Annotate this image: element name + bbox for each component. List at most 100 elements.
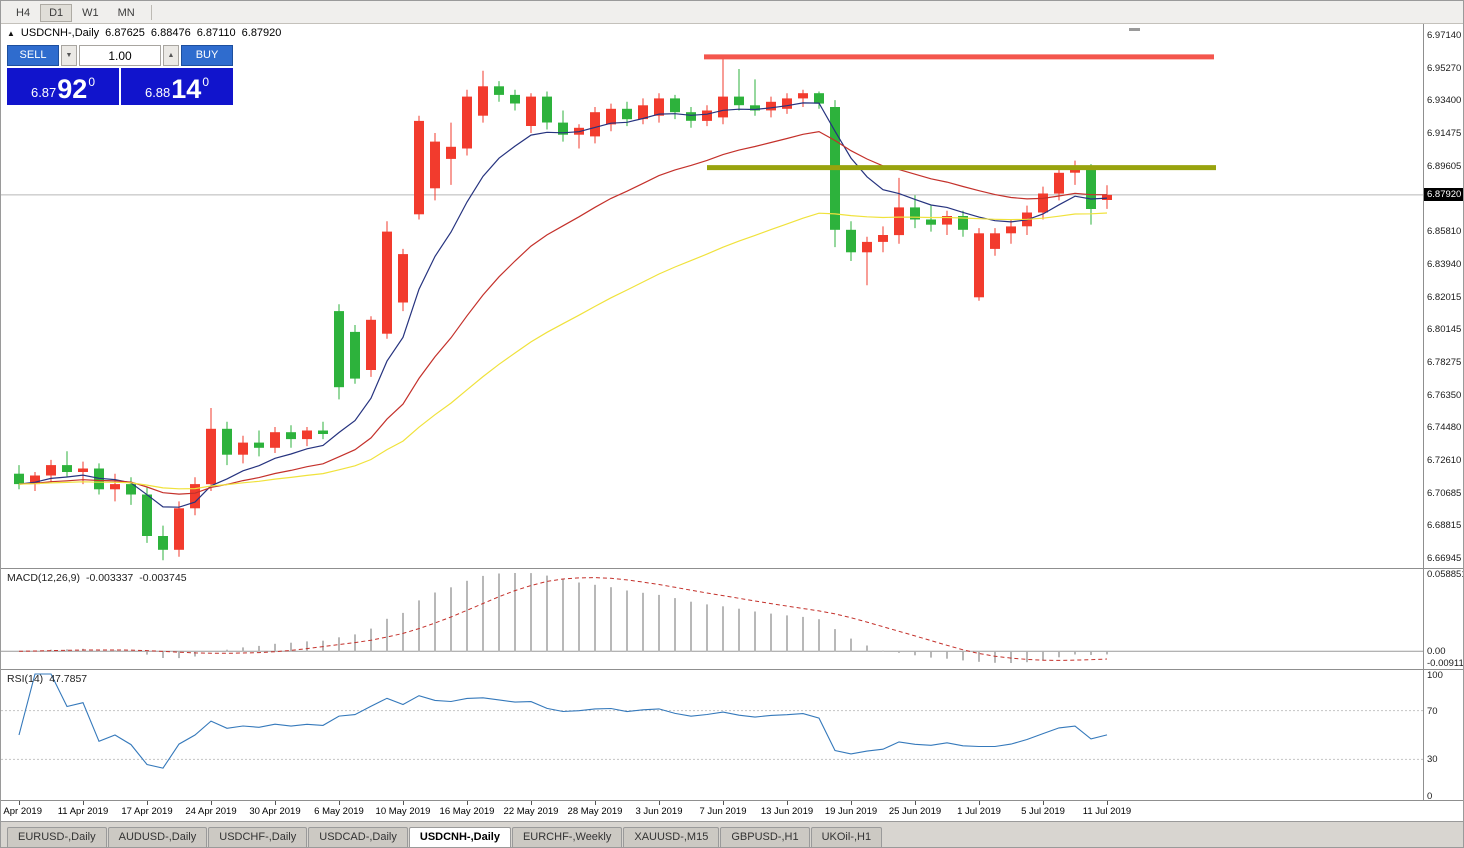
date-tick	[19, 801, 20, 805]
date-axis-label: 11 Apr 2019	[57, 806, 109, 817]
price-axis-label: 6.80145	[1427, 324, 1462, 336]
price-axis-label: 6.70685	[1427, 488, 1462, 500]
rsi-axis-label: 100	[1427, 670, 1443, 681]
date-axis-label: 11 Jul 2019	[1082, 806, 1132, 817]
volume-decrease-button[interactable]: ▼	[61, 45, 77, 66]
macd-axis: 0.058851 0.00-0.009116	[1423, 569, 1463, 669]
date-tick	[723, 801, 724, 805]
date-axis-label: 5 Jul 2019	[1021, 806, 1065, 817]
macd-chart-area[interactable]: MACD(12,26,9) -0.003337 -0.003745	[1, 569, 1423, 669]
date-tick	[83, 801, 84, 805]
chart-symbol-label: USDCNH-,Daily	[20, 27, 100, 39]
macd-label: MACD(12,26,9) -0.003337 -0.003745	[7, 572, 187, 584]
sell-button[interactable]: SELL	[7, 45, 59, 66]
date-tick	[659, 801, 660, 805]
price-axis-label: 6.95270	[1427, 62, 1462, 74]
symbol-tab-usdcad-daily[interactable]: USDCAD-,Daily	[308, 827, 408, 847]
timeframe-button-d1[interactable]: D1	[40, 4, 73, 22]
sell-price-main: 6.87	[30, 85, 57, 100]
rsi-panel: RSI(14) 47.7857 100 70 30 0	[1, 670, 1463, 802]
symbol-tab-ukoil-h1[interactable]: UKOil-,H1	[810, 827, 883, 847]
chart-tabs-bar: EURUSD-,Daily AUDUSD-,Daily USDCHF-,Daily U…	[1, 821, 1463, 847]
symbol-tab-eurchf-weekly[interactable]: EURCHF-,Weekly	[511, 827, 623, 847]
date-axis-label: 5 Apr 2019	[0, 806, 42, 817]
date-tick	[979, 801, 980, 805]
rsi-name: RSI(14)	[7, 673, 44, 685]
date-tick	[147, 801, 148, 805]
timeframe-button-mn[interactable]: MN	[117, 7, 135, 19]
price-axis[interactable]: 6.87920 6.97140 6.95270 6.93400 6.91475 6.89…	[1423, 24, 1463, 568]
date-axis-label: 19 Jun 2019	[824, 806, 878, 817]
current-price-tag: 6.87920	[1424, 187, 1463, 201]
date-axis-label: 7 Jun 2019	[699, 806, 747, 817]
date-tick	[851, 801, 852, 805]
date-tick	[339, 801, 340, 805]
rsi-axis-label: 30	[1427, 754, 1438, 766]
symbol-tab-gbpusd-h1[interactable]: GBPUSD-,H1	[720, 827, 810, 847]
date-tick	[787, 801, 788, 805]
rsi-axis-label: 0	[1427, 791, 1433, 802]
rsi-value: 47.7857	[49, 673, 88, 685]
date-tick	[211, 801, 212, 805]
buy-button[interactable]: BUY	[181, 45, 233, 66]
rsi-axis-label: 70	[1427, 705, 1438, 717]
date-tick	[1043, 801, 1044, 805]
symbol-tab-xauusd-m15[interactable]: XAUUSD-,M15	[623, 827, 720, 847]
date-axis-label: 25 Jun 2019	[888, 806, 942, 817]
chart-minimize-icon[interactable]	[1129, 28, 1140, 31]
date-axis-label: 22 May 2019	[503, 806, 559, 817]
price-axis-label: 6.91475	[1427, 128, 1462, 140]
ohlc-close: 6.87920	[241, 27, 282, 39]
volume-input[interactable]	[79, 45, 161, 66]
one-click-collapse-icon[interactable]: ▲	[7, 28, 15, 38]
timeframe-button-w1[interactable]: W1	[82, 7, 99, 19]
buy-price-subpip: 0	[202, 75, 210, 89]
date-axis-label: 3 Jun 2019	[635, 806, 683, 817]
date-axis-label: 24 Apr 2019	[185, 806, 237, 817]
sell-price-display[interactable]: 6.87 92 0	[7, 68, 119, 105]
buy-price-pips: 14	[171, 74, 202, 104]
rsi-label: RSI(14) 47.7857	[7, 673, 87, 685]
macd-axis-label: 0.058851	[1427, 569, 1464, 580]
macd-axis-label: 0.00	[1427, 646, 1446, 658]
price-axis-label: 6.76350	[1427, 390, 1462, 402]
date-axis-label: 10 May 2019	[375, 806, 431, 817]
symbol-tab-usdcnh-daily[interactable]: USDCNH-,Daily	[408, 827, 511, 847]
date-tick	[275, 801, 276, 805]
symbol-tab-audusd-daily[interactable]: AUDUSD-,Daily	[107, 827, 208, 847]
price-axis-label: 6.89605	[1427, 160, 1462, 172]
date-axis-label: 30 Apr 2019	[249, 806, 301, 817]
symbol-tab-eurusd-daily[interactable]: EURUSD-,Daily	[7, 827, 107, 847]
main-chart-area[interactable]: ▲ USDCNH-,Daily 6.87625 6.88476 6.87110 …	[1, 24, 1423, 568]
ohlc-open: 6.87625	[105, 27, 145, 39]
rsi-chart-area[interactable]: RSI(14) 47.7857	[1, 670, 1423, 800]
timeframe-buttons: H4 D1 W1 MN	[7, 3, 145, 22]
price-axis-label: 6.78275	[1427, 356, 1462, 368]
date-tick	[595, 801, 596, 805]
toolbar-separator	[150, 4, 152, 20]
sell-price-subpip: 0	[88, 75, 96, 89]
price-axis-label: 6.68815	[1427, 520, 1462, 532]
price-axis-label: 6.97140	[1427, 30, 1462, 42]
timeframe-toolbar: H4 D1 W1 MN	[1, 1, 1463, 24]
date-axis-label: 13 Jun 2019	[760, 806, 814, 817]
macd-value-signal: -0.003745	[139, 572, 187, 584]
buy-price-display[interactable]: 6.88 14 0	[121, 68, 233, 105]
price-axis-label: 6.66945	[1427, 552, 1462, 564]
date-axis[interactable]: 5 Apr 2019 11 Apr 2019 17 Apr 2019 24 Apr 2…	[1, 801, 1463, 821]
price-axis-label: 6.85810	[1427, 226, 1462, 238]
price-axis-label: 6.82015	[1427, 292, 1462, 304]
macd-axis-label: -0.009116	[1427, 658, 1464, 669]
rsi-chart	[1, 673, 1423, 769]
price-axis-label: 6.83940	[1427, 258, 1462, 270]
date-tick	[403, 801, 404, 805]
date-axis-label: 28 May 2019	[567, 806, 623, 817]
price-axis-label: 6.74480	[1427, 422, 1462, 434]
price-axis-label: 6.93400	[1427, 95, 1462, 107]
macd-value-main: -0.003337	[85, 572, 134, 584]
timeframe-button-h4[interactable]: H4	[16, 7, 31, 19]
volume-increase-button[interactable]: ▲	[163, 45, 179, 66]
sell-price-pips: 92	[57, 74, 88, 104]
symbol-tab-usdchf-daily[interactable]: USDCHF-,Daily	[208, 827, 308, 847]
